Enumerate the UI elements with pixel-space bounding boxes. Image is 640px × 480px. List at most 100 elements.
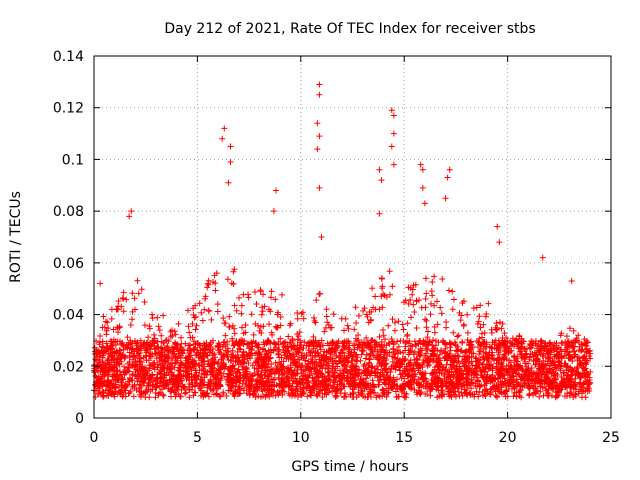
data-point bbox=[557, 346, 564, 353]
data-point bbox=[479, 369, 486, 376]
data-point bbox=[438, 310, 445, 317]
data-point bbox=[222, 332, 229, 339]
data-point bbox=[469, 370, 476, 377]
data-point bbox=[178, 377, 185, 384]
data-point bbox=[385, 378, 392, 385]
data-point bbox=[538, 343, 545, 350]
data-point bbox=[233, 307, 240, 314]
data-point bbox=[496, 341, 503, 348]
data-point bbox=[565, 338, 572, 345]
data-point bbox=[368, 387, 375, 394]
data-point bbox=[358, 377, 365, 384]
data-point bbox=[261, 303, 268, 310]
data-point bbox=[389, 283, 396, 290]
data-point bbox=[566, 354, 573, 361]
data-point bbox=[388, 336, 395, 343]
data-point bbox=[379, 304, 386, 311]
data-point bbox=[100, 344, 107, 351]
data-point bbox=[169, 362, 176, 369]
data-point bbox=[201, 347, 208, 354]
data-point bbox=[100, 349, 107, 356]
data-point bbox=[152, 350, 159, 357]
data-point bbox=[260, 291, 267, 298]
data-point bbox=[473, 355, 480, 362]
data-point bbox=[162, 353, 169, 360]
data-point bbox=[434, 347, 441, 354]
data-point bbox=[205, 277, 212, 284]
data-point bbox=[215, 340, 222, 347]
data-point bbox=[213, 390, 220, 397]
data-point bbox=[236, 345, 243, 352]
data-point bbox=[227, 382, 234, 389]
data-point bbox=[392, 366, 399, 373]
data-point bbox=[543, 374, 550, 381]
data-point bbox=[236, 374, 243, 381]
data-point bbox=[272, 323, 279, 330]
data-point bbox=[368, 337, 375, 344]
data-point bbox=[288, 343, 295, 350]
data-point bbox=[421, 341, 428, 348]
data-point bbox=[335, 338, 342, 345]
data-point bbox=[245, 294, 252, 301]
data-point bbox=[570, 394, 577, 401]
data-point bbox=[168, 327, 175, 334]
data-point bbox=[138, 286, 145, 293]
data-point bbox=[533, 355, 540, 362]
data-point bbox=[247, 377, 254, 384]
data-point bbox=[182, 389, 189, 396]
data-point bbox=[442, 345, 449, 352]
data-point bbox=[547, 362, 554, 369]
data-point bbox=[182, 364, 189, 371]
data-point bbox=[97, 369, 104, 376]
data-point bbox=[321, 328, 328, 335]
data-point bbox=[558, 374, 565, 381]
data-point bbox=[391, 327, 398, 334]
data-point bbox=[141, 299, 148, 306]
data-point bbox=[107, 351, 114, 358]
data-point bbox=[220, 315, 227, 322]
data-point bbox=[510, 342, 517, 349]
data-point bbox=[520, 373, 527, 380]
data-point bbox=[102, 387, 109, 394]
data-point bbox=[443, 378, 450, 385]
data-point bbox=[481, 365, 488, 372]
data-point bbox=[376, 166, 383, 173]
data-point bbox=[177, 393, 184, 400]
data-point bbox=[371, 346, 378, 353]
data-point bbox=[390, 351, 397, 358]
data-point bbox=[407, 284, 414, 291]
data-point bbox=[400, 299, 407, 306]
data-point bbox=[126, 213, 133, 220]
data-point bbox=[286, 322, 293, 329]
data-point bbox=[124, 360, 131, 367]
data-point bbox=[384, 390, 391, 397]
data-point bbox=[192, 382, 199, 389]
data-point bbox=[331, 369, 338, 376]
data-point bbox=[451, 339, 458, 346]
data-point bbox=[212, 287, 219, 294]
data-point bbox=[127, 321, 134, 328]
data-point bbox=[445, 287, 452, 294]
data-point bbox=[198, 381, 205, 388]
data-point bbox=[367, 350, 374, 357]
data-point bbox=[365, 382, 372, 389]
y-tick-label: 0.1 bbox=[62, 152, 84, 168]
data-point bbox=[207, 361, 214, 368]
data-point bbox=[351, 326, 358, 333]
data-point bbox=[378, 293, 385, 300]
data-point bbox=[476, 389, 483, 396]
data-point bbox=[550, 359, 557, 366]
data-point bbox=[511, 362, 518, 369]
data-point bbox=[406, 349, 413, 356]
data-point bbox=[163, 337, 170, 344]
data-point bbox=[187, 334, 194, 341]
data-point bbox=[394, 355, 401, 362]
data-point bbox=[199, 354, 206, 361]
data-point bbox=[227, 143, 234, 150]
plot-frame bbox=[93, 55, 612, 419]
data-point bbox=[447, 392, 454, 399]
data-point bbox=[191, 345, 198, 352]
data-point bbox=[153, 375, 160, 382]
data-point bbox=[101, 324, 108, 331]
data-point bbox=[423, 378, 430, 385]
